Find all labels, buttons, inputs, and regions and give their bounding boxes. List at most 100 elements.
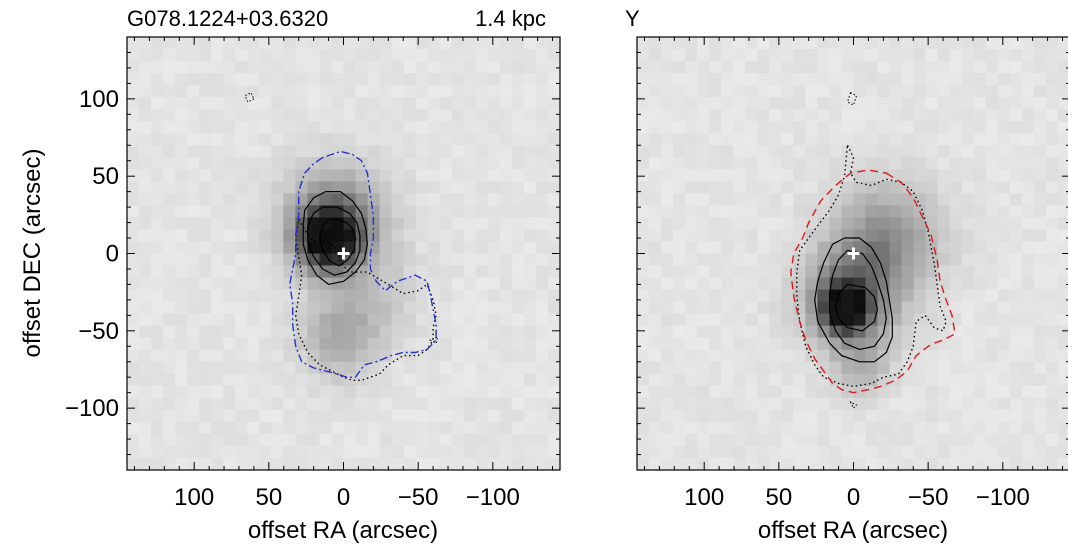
intensity-pixel bbox=[805, 133, 819, 146]
intensity-pixel bbox=[889, 109, 903, 122]
intensity-pixel bbox=[307, 169, 321, 182]
intensity-pixel bbox=[523, 241, 537, 255]
intensity-pixel bbox=[673, 109, 686, 122]
intensity-pixel bbox=[913, 229, 927, 243]
intensity-pixel bbox=[463, 157, 477, 170]
intensity-pixel bbox=[637, 349, 650, 363]
intensity-pixel bbox=[403, 277, 417, 291]
intensity-pixel bbox=[151, 241, 164, 255]
intensity-pixel bbox=[673, 229, 686, 243]
intensity-pixel bbox=[511, 301, 525, 315]
intensity-pixel bbox=[829, 217, 843, 231]
intensity-pixel bbox=[865, 457, 879, 470]
intensity-pixel bbox=[199, 325, 212, 339]
intensity-pixel bbox=[1045, 121, 1059, 134]
intensity-pixel bbox=[511, 253, 525, 267]
intensity-pixel bbox=[283, 85, 296, 98]
intensity-pixel bbox=[403, 205, 417, 219]
intensity-pixel bbox=[865, 157, 879, 170]
intensity-pixel bbox=[661, 361, 674, 375]
intensity-pixel bbox=[391, 205, 405, 219]
intensity-pixel bbox=[391, 157, 405, 170]
intensity-pixel bbox=[499, 325, 513, 339]
intensity-pixel bbox=[853, 241, 867, 255]
intensity-pixel bbox=[1021, 37, 1035, 50]
intensity-pixel bbox=[235, 49, 248, 62]
intensity-pixel bbox=[463, 37, 477, 50]
intensity-pixel bbox=[451, 409, 465, 423]
intensity-pixel bbox=[463, 325, 477, 339]
intensity-pixel bbox=[709, 361, 722, 375]
intensity-pixel bbox=[547, 313, 560, 327]
intensity-pixel bbox=[817, 409, 831, 423]
intensity-pixel bbox=[295, 289, 309, 303]
intensity-pixel bbox=[211, 85, 224, 98]
intensity-pixel bbox=[391, 385, 405, 399]
intensity-pixel bbox=[535, 445, 549, 459]
intensity-pixel bbox=[211, 133, 224, 146]
intensity-pixel bbox=[187, 445, 200, 459]
intensity-pixel bbox=[367, 445, 381, 459]
intensity-pixel bbox=[151, 433, 164, 447]
intensity-pixel bbox=[199, 121, 212, 134]
intensity-pixel bbox=[139, 193, 152, 206]
intensity-pixel bbox=[865, 433, 879, 447]
intensity-pixel bbox=[355, 133, 369, 146]
intensity-pixel bbox=[1045, 169, 1059, 182]
intensity-pixel bbox=[937, 205, 951, 219]
intensity-pixel bbox=[961, 409, 975, 423]
intensity-pixel bbox=[697, 61, 710, 74]
intensity-pixel bbox=[685, 265, 698, 279]
intensity-pixel bbox=[721, 169, 734, 182]
intensity-pixel bbox=[1009, 145, 1023, 158]
intensity-pixel bbox=[853, 229, 867, 243]
intensity-pixel bbox=[295, 73, 309, 86]
intensity-pixel bbox=[175, 325, 188, 339]
intensity-pixel bbox=[283, 217, 296, 231]
intensity-pixel bbox=[127, 361, 140, 375]
intensity-pixel bbox=[415, 133, 429, 146]
intensity-pixel bbox=[439, 73, 453, 86]
intensity-pixel bbox=[319, 109, 333, 122]
intensity-pixel bbox=[415, 37, 429, 50]
intensity-pixel bbox=[415, 169, 429, 182]
intensity-pixel bbox=[961, 337, 975, 351]
intensity-pixel bbox=[997, 409, 1011, 423]
intensity-pixel bbox=[877, 373, 891, 387]
intensity-pixel bbox=[343, 349, 357, 363]
intensity-pixel bbox=[151, 133, 164, 146]
intensity-pixel bbox=[343, 421, 357, 435]
intensity-pixel bbox=[973, 349, 987, 363]
intensity-pixel bbox=[343, 325, 357, 339]
intensity-pixel bbox=[535, 397, 549, 411]
intensity-pixel bbox=[829, 229, 843, 243]
intensity-pixel bbox=[841, 49, 855, 62]
intensity-pixel bbox=[223, 49, 236, 62]
intensity-pixel bbox=[841, 181, 855, 194]
intensity-pixel bbox=[805, 421, 819, 435]
intensity-pixel bbox=[697, 421, 710, 435]
intensity-pixel bbox=[781, 121, 794, 134]
intensity-pixel bbox=[829, 157, 843, 170]
intensity-pixel bbox=[475, 265, 489, 279]
intensity-pixel bbox=[355, 85, 369, 98]
intensity-pixel bbox=[439, 421, 453, 435]
intensity-pixel bbox=[961, 37, 975, 50]
intensity-pixel bbox=[1033, 217, 1047, 231]
intensity-pixel bbox=[721, 361, 734, 375]
intensity-pixel bbox=[961, 49, 975, 62]
intensity-pixel bbox=[733, 445, 746, 459]
intensity-pixel bbox=[829, 277, 843, 291]
intensity-pixel bbox=[439, 301, 453, 315]
intensity-pixel bbox=[781, 133, 794, 146]
intensity-pixel bbox=[817, 73, 831, 86]
intensity-pixel bbox=[463, 421, 477, 435]
intensity-pixel bbox=[271, 121, 284, 134]
intensity-pixel bbox=[223, 313, 236, 327]
intensity-pixel bbox=[487, 205, 501, 219]
intensity-pixel bbox=[901, 313, 915, 327]
intensity-pixel bbox=[199, 253, 212, 267]
intensity-pixel bbox=[211, 49, 224, 62]
intensity-pixel bbox=[817, 421, 831, 435]
intensity-pixel bbox=[901, 133, 915, 146]
